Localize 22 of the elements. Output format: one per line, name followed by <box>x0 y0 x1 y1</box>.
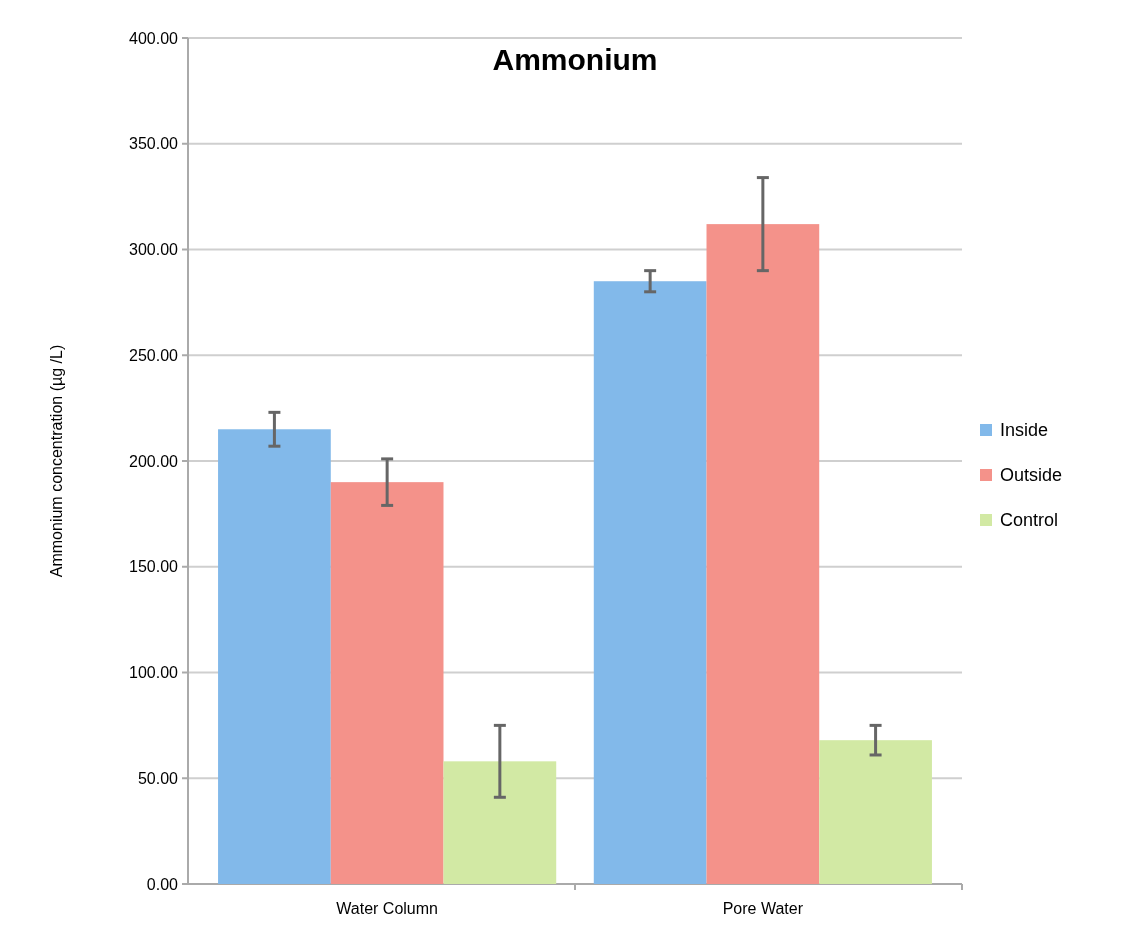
y-tick-label: 50.00 <box>137 769 179 787</box>
legend-label: Outside <box>1000 465 1063 486</box>
y-tick-label: 300.00 <box>129 241 179 259</box>
y-tick-label: 400.00 <box>129 29 179 47</box>
y-axis-title: Ammonium concentration (µg /L) <box>48 344 65 578</box>
x-tick-label: Pore Water <box>722 900 804 917</box>
legend-label: Control <box>1000 510 1059 531</box>
y-tick-label: 100.00 <box>129 664 179 682</box>
bar <box>218 429 331 884</box>
bar <box>593 281 707 884</box>
y-tick-label: 250.00 <box>129 346 179 364</box>
y-tick-label: 0.00 <box>146 875 179 893</box>
bar <box>330 482 444 884</box>
bar <box>819 740 932 884</box>
y-tick-label: 200.00 <box>129 452 179 470</box>
chart-title: Ammonium <box>492 43 658 76</box>
x-tick-label: Water Column <box>336 900 438 917</box>
y-tick-label: 150.00 <box>129 558 179 576</box>
bar <box>706 224 820 884</box>
bar <box>443 761 557 884</box>
legend-label: Inside <box>1000 420 1049 441</box>
y-tick-label: 350.00 <box>129 135 179 153</box>
